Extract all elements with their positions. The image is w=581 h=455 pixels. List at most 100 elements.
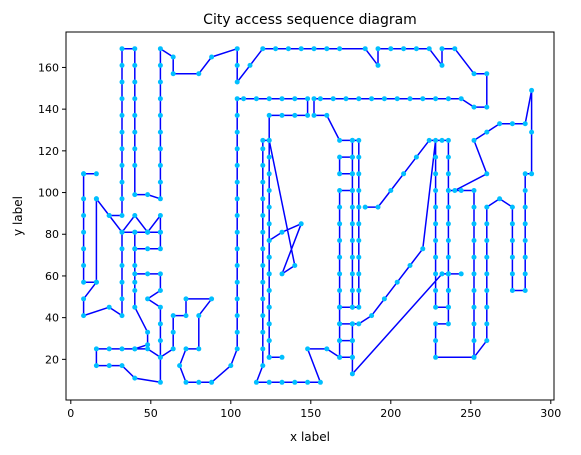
- city-point: [119, 346, 125, 352]
- city-point: [157, 79, 163, 85]
- city-point: [279, 354, 285, 360]
- y-tick-label: 20: [45, 353, 59, 366]
- city-point: [119, 246, 125, 252]
- city-point: [337, 171, 343, 177]
- city-point: [106, 304, 112, 310]
- city-point: [356, 271, 362, 277]
- city-point: [266, 171, 272, 177]
- city-point: [234, 329, 240, 335]
- city-point: [266, 238, 272, 243]
- city-point: [132, 375, 138, 381]
- city-point: [266, 221, 272, 227]
- city-point: [234, 112, 240, 118]
- city-point: [132, 46, 138, 52]
- y-tick-label: 40: [45, 312, 59, 325]
- city-point: [471, 304, 477, 310]
- city-point: [157, 246, 163, 252]
- city-point: [343, 96, 349, 102]
- city-point: [93, 346, 99, 352]
- city-point: [260, 296, 266, 302]
- city-point: [484, 238, 490, 243]
- city-point: [305, 379, 311, 385]
- city-point: [234, 229, 240, 235]
- city-point: [260, 146, 266, 152]
- city-point: [279, 271, 285, 277]
- city-point: [337, 354, 343, 360]
- city-point: [119, 196, 125, 202]
- city-point: [292, 96, 298, 102]
- city-point: [132, 246, 138, 252]
- city-point: [349, 371, 355, 377]
- city-point: [228, 363, 234, 369]
- city-point: [356, 238, 362, 243]
- city-point: [196, 379, 202, 385]
- city-point: [349, 321, 355, 327]
- city-point: [337, 137, 343, 143]
- city-point: [119, 213, 125, 218]
- city-point: [157, 271, 163, 277]
- city-point: [433, 238, 439, 243]
- city-point: [234, 313, 240, 319]
- city-point: [471, 71, 477, 77]
- city-point: [106, 363, 112, 369]
- city-point: [509, 288, 515, 293]
- city-point: [381, 96, 387, 102]
- city-point: [349, 204, 355, 210]
- city-point: [439, 46, 445, 52]
- city-point: [119, 96, 125, 102]
- city-point: [132, 79, 138, 85]
- city-point: [273, 46, 279, 52]
- city-point: [234, 129, 240, 135]
- city-point: [157, 96, 163, 102]
- city-point: [119, 179, 125, 185]
- city-point: [266, 112, 272, 118]
- city-point: [452, 188, 458, 193]
- city-point: [445, 254, 451, 260]
- city-point: [394, 96, 400, 102]
- x-tick-label: 0: [67, 407, 74, 420]
- city-point: [234, 263, 240, 268]
- city-point: [439, 137, 445, 143]
- city-point: [337, 204, 343, 210]
- x-tick-label: 150: [300, 407, 321, 420]
- city-point: [234, 279, 240, 285]
- city-point: [157, 129, 163, 135]
- city-point: [260, 263, 266, 268]
- marker-layer: [81, 46, 535, 385]
- city-point: [356, 304, 362, 310]
- city-point: [433, 154, 439, 160]
- city-point: [183, 379, 189, 385]
- city-point: [509, 238, 515, 243]
- city-point: [132, 162, 138, 168]
- city-point: [522, 121, 528, 127]
- city-point: [407, 96, 413, 102]
- city-point: [356, 321, 362, 327]
- city-point: [349, 338, 355, 344]
- city-point: [266, 321, 272, 327]
- city-point: [497, 196, 503, 202]
- y-tick-label: 140: [38, 103, 59, 116]
- city-point: [375, 204, 381, 210]
- city-point: [362, 204, 368, 210]
- city-point: [119, 263, 125, 268]
- city-point: [349, 354, 355, 360]
- city-point: [522, 254, 528, 260]
- x-axis-label: x label: [290, 430, 330, 444]
- city-point: [119, 112, 125, 118]
- city-point: [298, 46, 304, 52]
- city-point: [177, 363, 183, 369]
- city-point: [266, 379, 272, 385]
- city-point: [157, 321, 163, 327]
- plot-area: [66, 32, 554, 400]
- city-point: [234, 179, 240, 185]
- city-point: [484, 71, 490, 77]
- city-point: [433, 338, 439, 344]
- city-point: [170, 313, 176, 319]
- city-point: [241, 96, 247, 102]
- city-point: [433, 271, 439, 277]
- city-point: [349, 271, 355, 277]
- city-point: [349, 288, 355, 293]
- city-point: [337, 46, 343, 52]
- city-point: [119, 363, 125, 369]
